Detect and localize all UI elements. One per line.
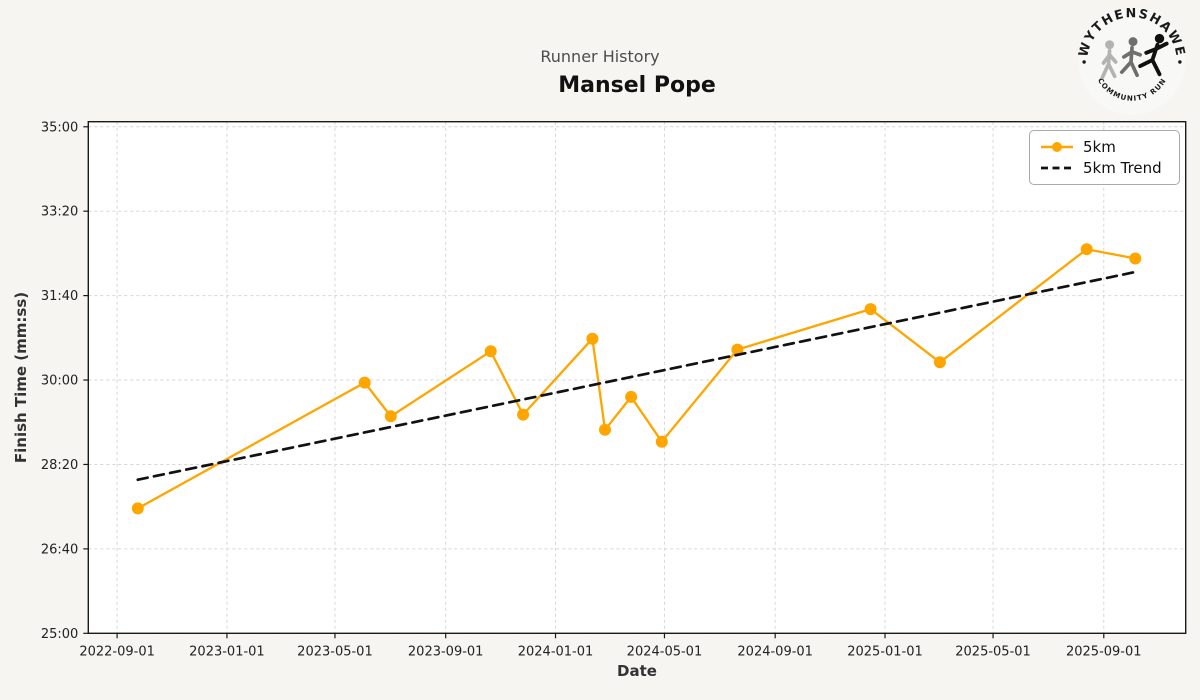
x-tick-label: 2025-05-01 bbox=[955, 644, 1031, 659]
data-point bbox=[517, 408, 530, 421]
logo-dot-right bbox=[1178, 60, 1182, 64]
x-tick-label: 2025-01-01 bbox=[847, 644, 923, 659]
runner-silhouette-sprinter-icon bbox=[1138, 33, 1169, 77]
y-tick-label: 28:20 bbox=[41, 458, 78, 473]
runner-silhouette-walker-icon bbox=[1100, 40, 1118, 80]
y-tick-label: 30:00 bbox=[41, 374, 78, 389]
data-point bbox=[586, 332, 599, 345]
legend-item-5km: 5km bbox=[1040, 138, 1169, 156]
x-axis-label: Date bbox=[617, 662, 657, 680]
legend-trend-label: 5km Trend bbox=[1083, 159, 1162, 177]
x-tick-label: 2023-01-01 bbox=[189, 644, 265, 659]
y-tick-label: 35:00 bbox=[41, 120, 78, 135]
legend-item-5km-trend: 5km Trend bbox=[1040, 159, 1169, 177]
x-tick-label: 2023-05-01 bbox=[297, 644, 373, 659]
data-point bbox=[655, 435, 668, 448]
plot-area bbox=[88, 121, 1186, 634]
trend-line bbox=[136, 270, 1137, 482]
data-point bbox=[484, 345, 497, 358]
y-tick-label: 26:40 bbox=[41, 542, 78, 557]
y-tick-label: 25:00 bbox=[41, 627, 78, 642]
runner-name-title: Mansel Pope bbox=[558, 73, 716, 98]
data-point bbox=[1129, 252, 1142, 265]
x-tick-label: 2025-09-01 bbox=[1066, 644, 1142, 659]
data-point bbox=[731, 343, 744, 356]
data-point bbox=[358, 376, 371, 389]
chart-subtitle: Runner History bbox=[540, 47, 660, 66]
legend-5km-line-icon bbox=[1041, 142, 1073, 152]
runner-silhouette-jogger-icon bbox=[1119, 37, 1142, 78]
y-tick-label: 33:20 bbox=[41, 205, 78, 220]
data-point bbox=[864, 303, 877, 316]
x-tick-label: 2022-09-01 bbox=[79, 644, 155, 659]
data-point bbox=[384, 410, 397, 423]
x-tick-label: 2024-05-01 bbox=[627, 644, 703, 659]
data-point bbox=[1080, 243, 1093, 256]
series-line-5km bbox=[136, 248, 1137, 510]
legend: 5km 5km Trend bbox=[1029, 130, 1180, 185]
data-point bbox=[599, 423, 611, 436]
x-tick-label: 2024-09-01 bbox=[737, 644, 813, 659]
axes-spines bbox=[87, 120, 1187, 635]
y-tick-label: 31:40 bbox=[41, 289, 78, 304]
data-point bbox=[131, 502, 144, 515]
wythenshawe-logo: WYTHENSHAWE COMMUNITY RUN bbox=[1078, 8, 1186, 115]
x-tick-label: 2023-09-01 bbox=[408, 644, 484, 659]
legend-trend-line-icon bbox=[1041, 166, 1073, 170]
data-point bbox=[933, 356, 946, 369]
data-point bbox=[625, 390, 638, 403]
y-axis-label: Finish Time (mm:ss) bbox=[12, 292, 30, 463]
logo-dot-left bbox=[1082, 60, 1086, 64]
x-tick-label: 2024-01-01 bbox=[518, 644, 594, 659]
legend-5km-label: 5km bbox=[1083, 138, 1116, 156]
